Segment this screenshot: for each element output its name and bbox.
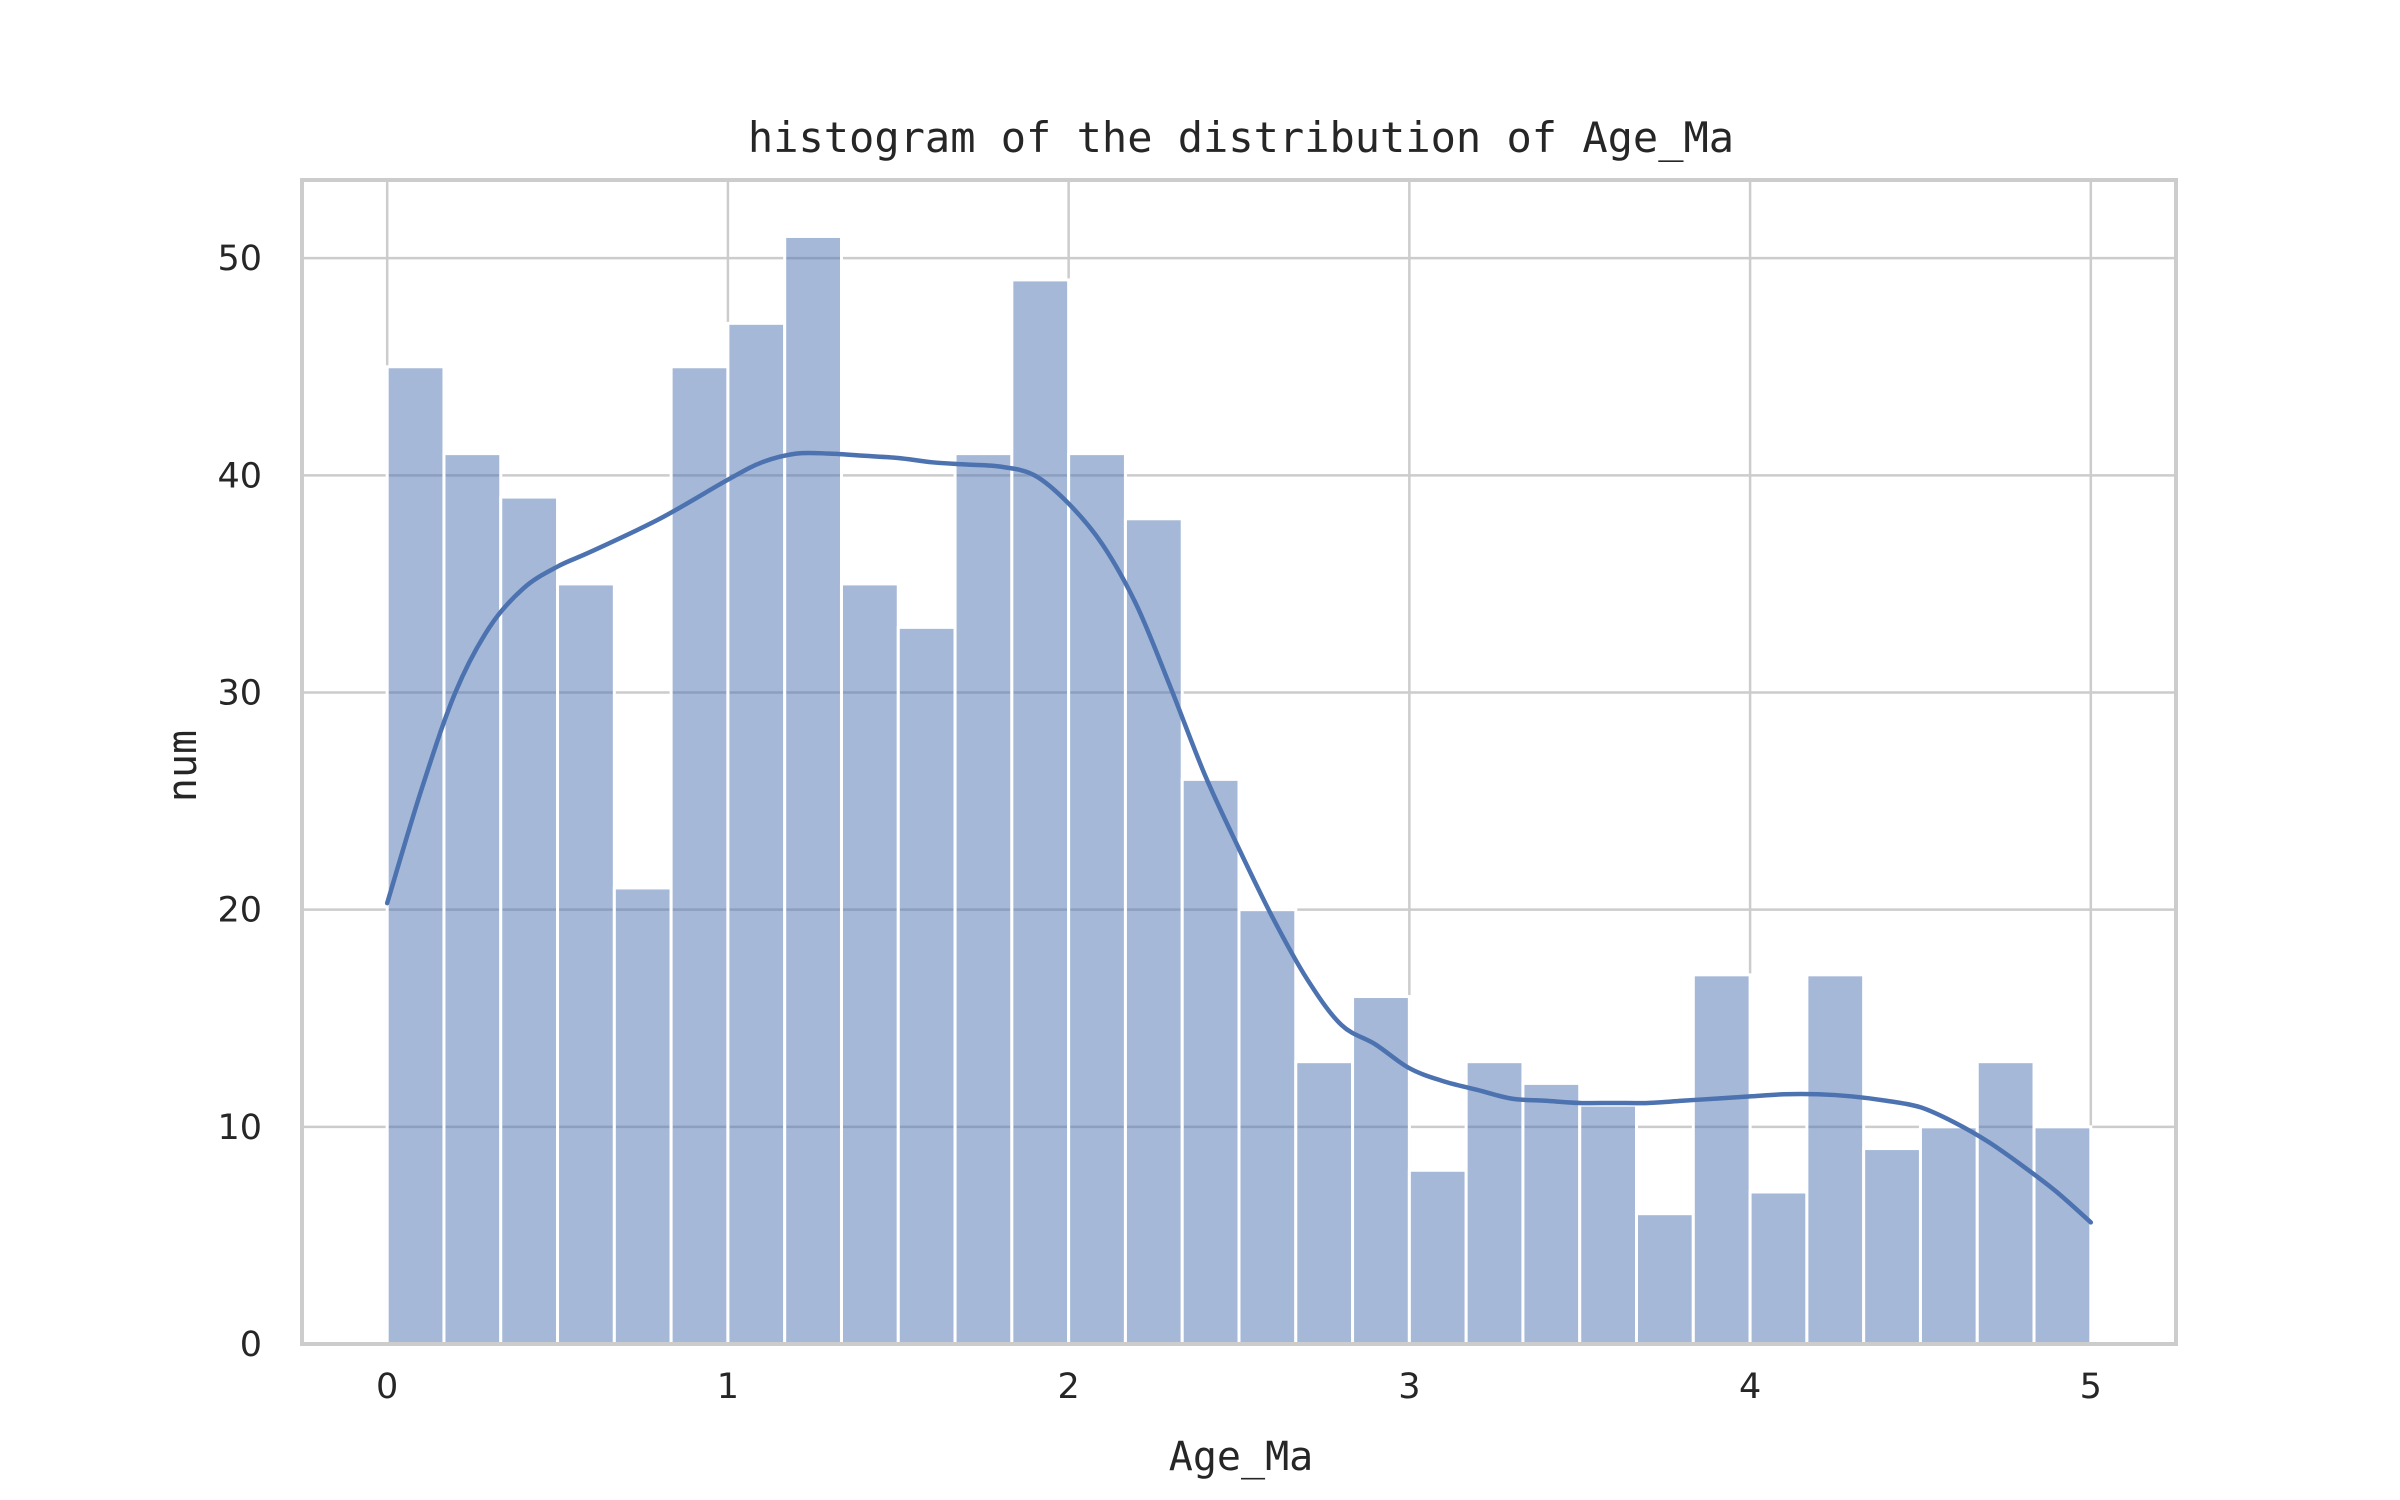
histogram-bar: [1521, 1081, 1582, 1346]
histogram-bar: [1975, 1060, 2036, 1346]
histogram-bar: [1067, 452, 1127, 1346]
histogram-bar: [726, 321, 787, 1346]
histogram-bar: [839, 582, 900, 1346]
histogram-bar: [1237, 908, 1298, 1346]
histogram-bar: [1862, 1147, 1922, 1346]
histogram-bar: [1407, 1168, 1468, 1346]
histogram-bar: [1748, 1190, 1809, 1346]
histogram-bar: [1180, 777, 1241, 1346]
histogram-bar: [1464, 1060, 1525, 1346]
histogram-bar: [1918, 1125, 1979, 1346]
x-tick-label: 5: [2080, 1367, 2102, 1407]
x-tick-label: 1: [717, 1367, 739, 1407]
histogram-bar: [1294, 1060, 1355, 1346]
y-axis-ticks: 0 10 20 30 40 50: [217, 239, 262, 1365]
histogram-bar: [2032, 1125, 2093, 1346]
x-tick-label: 2: [1057, 1367, 1079, 1407]
histogram-bar: [953, 452, 1014, 1346]
histogram-bar: [1805, 973, 1866, 1346]
y-tick-label: 40: [217, 456, 262, 496]
histogram-bar: [896, 625, 957, 1346]
x-tick-label: 4: [1739, 1367, 1761, 1407]
histogram-bar: [1123, 517, 1184, 1346]
histogram-bar: [1635, 1212, 1695, 1346]
histogram-bar: [1691, 973, 1752, 1346]
kde-curve: [384, 450, 2094, 1225]
y-tick-label: 20: [217, 891, 262, 931]
histogram-bar: [783, 234, 843, 1346]
plot-frame: [300, 178, 2178, 1346]
histogram-bar: [556, 582, 616, 1346]
y-tick-label: 0: [240, 1325, 262, 1365]
x-tick-label: 3: [1398, 1367, 1420, 1407]
x-tick-label: 0: [376, 1367, 398, 1407]
histogram-bar: [385, 365, 446, 1346]
y-tick-label: 50: [217, 239, 262, 279]
histogram-bars: [385, 234, 2093, 1346]
x-axis-title: Age_Ma: [1169, 1434, 1314, 1480]
chart-title: histogram of the distribution of Age_Ma: [748, 113, 1734, 162]
histogram-bar: [669, 365, 730, 1346]
histogram-bar: [1578, 1103, 1639, 1346]
histogram-bar: [442, 452, 503, 1346]
y-axis-title: num: [160, 730, 206, 802]
histogram-bar: [1010, 278, 1071, 1346]
histogram-bar: [612, 886, 673, 1346]
y-tick-label: 10: [217, 1108, 262, 1148]
y-tick-label: 30: [217, 674, 262, 714]
x-axis-ticks: 0 1 2 3 4 5: [376, 1367, 2102, 1407]
histogram-bar: [499, 495, 560, 1346]
